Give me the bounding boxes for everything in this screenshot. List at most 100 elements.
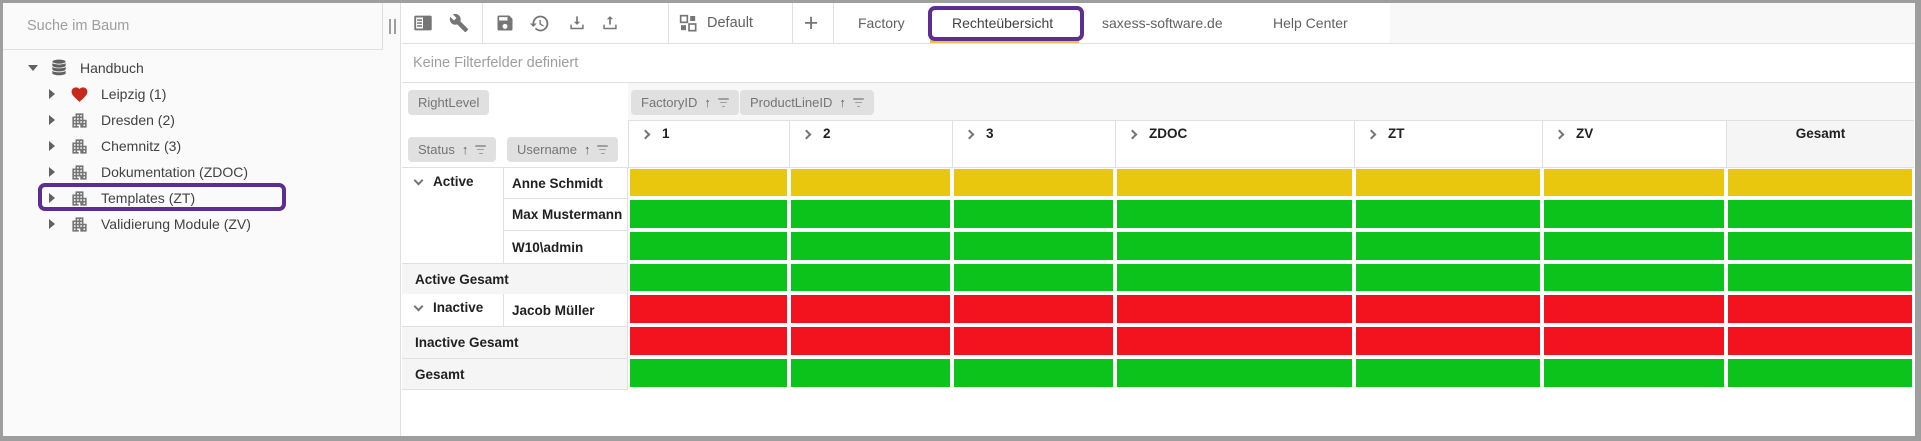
pivot-cell[interactable]	[1117, 232, 1352, 260]
row-header-w10-admin[interactable]: W10\admin	[504, 231, 628, 263]
pivot-cell[interactable]	[1728, 200, 1912, 228]
column-header-zt[interactable]: ZT	[1354, 121, 1542, 167]
field-chip-username[interactable]: Username ↑	[507, 137, 618, 162]
pivot-cell[interactable]	[1356, 200, 1540, 228]
row-group-active[interactable]: Active	[402, 168, 504, 263]
expand-icon[interactable]	[49, 141, 55, 151]
column-header-zv[interactable]: ZV	[1542, 121, 1726, 167]
pivot-cell[interactable]	[791, 232, 950, 260]
pivot-cell[interactable]	[1544, 295, 1724, 323]
pivot-cell[interactable]	[1117, 200, 1352, 228]
pivot-cell[interactable]	[954, 295, 1113, 323]
history-restore-button[interactable]	[526, 3, 552, 43]
expand-chevron-icon[interactable]	[1555, 130, 1565, 140]
tree-item-dresden[interactable]: Dresden (2)	[3, 107, 400, 133]
expand-chevron-icon[interactable]	[802, 130, 812, 140]
pivot-cell[interactable]	[791, 200, 950, 228]
tree-item-templates[interactable]: Templates (ZT)	[3, 185, 400, 211]
pivot-cell[interactable]	[1728, 264, 1912, 291]
expand-icon[interactable]	[49, 167, 55, 177]
expand-chevron-icon[interactable]	[1367, 130, 1377, 140]
pivot-cell[interactable]	[954, 200, 1113, 228]
pivot-cell[interactable]	[791, 169, 950, 196]
pivot-cell[interactable]	[791, 295, 950, 323]
panel-splitter-handle[interactable]	[384, 3, 400, 50]
pivot-cell[interactable]	[1356, 232, 1540, 260]
settings-wrench-button[interactable]	[446, 3, 472, 43]
collapse-chevron-icon[interactable]	[414, 302, 424, 312]
pivot-cell[interactable]	[1728, 359, 1912, 387]
filter-icon[interactable]	[475, 145, 486, 154]
add-tab-button[interactable]: +	[798, 3, 824, 43]
column-header-2[interactable]: 2	[789, 121, 952, 167]
expand-chevron-icon[interactable]	[641, 130, 651, 140]
save-button[interactable]	[492, 3, 518, 43]
filter-icon[interactable]	[597, 145, 608, 154]
pivot-cell[interactable]	[1544, 232, 1724, 260]
pivot-cell[interactable]	[1117, 295, 1352, 323]
pivot-cell[interactable]	[1117, 327, 1352, 355]
pivot-cell[interactable]	[1728, 232, 1912, 260]
tab-factory[interactable]: Factory	[858, 3, 905, 43]
column-header-1[interactable]: 1	[628, 121, 789, 167]
pivot-cell[interactable]	[954, 169, 1113, 196]
tree-item-dokumentation[interactable]: Dokumentation (ZDOC)	[3, 159, 400, 185]
column-header-zdoc[interactable]: ZDOC	[1115, 121, 1354, 167]
pivot-cell[interactable]	[1728, 295, 1912, 323]
pivot-cell[interactable]	[630, 232, 787, 260]
pivot-cell[interactable]	[1356, 327, 1540, 355]
pivot-cell[interactable]	[791, 327, 950, 355]
field-chip-status[interactable]: Status ↑	[408, 137, 496, 162]
pivot-cell[interactable]	[791, 264, 950, 291]
pivot-cell[interactable]	[1117, 359, 1352, 387]
expand-icon[interactable]	[49, 115, 55, 125]
row-header-jacob-mueller[interactable]: Jacob Müller	[504, 294, 628, 326]
pivot-cell[interactable]	[1544, 327, 1724, 355]
upload-button[interactable]	[597, 3, 623, 43]
column-header-3[interactable]: 3	[952, 121, 1115, 167]
search-input[interactable]	[3, 3, 382, 49]
pivot-cell[interactable]	[630, 200, 787, 228]
collapse-chevron-icon[interactable]	[414, 176, 424, 186]
tab-rechteuebersicht[interactable]: Rechteübersicht	[952, 3, 1053, 43]
pivot-cell[interactable]	[1544, 359, 1724, 387]
layout-selector-button[interactable]: Default	[678, 3, 753, 43]
row-header-max-mustermann[interactable]: Max Mustermann	[504, 199, 628, 231]
pivot-cell[interactable]	[954, 359, 1113, 387]
tab-saxess-software[interactable]: saxess-software.de	[1102, 3, 1223, 43]
pivot-cell[interactable]	[791, 359, 950, 387]
expand-icon[interactable]	[49, 219, 55, 229]
field-chip-productlineid[interactable]: ProductLineID ↑	[740, 90, 874, 115]
pivot-cell[interactable]	[1117, 264, 1352, 291]
field-chooser-button[interactable]	[410, 3, 436, 43]
pivot-cell[interactable]	[630, 169, 787, 196]
filter-icon[interactable]	[853, 98, 864, 107]
pivot-cell[interactable]	[1117, 169, 1352, 196]
collapse-icon[interactable]	[28, 65, 38, 71]
pivot-cell[interactable]	[630, 327, 787, 355]
pivot-cell[interactable]	[630, 295, 787, 323]
pivot-cell[interactable]	[1356, 169, 1540, 196]
row-group-inactive[interactable]: Inactive	[402, 294, 504, 326]
field-chip-factoryid[interactable]: FactoryID ↑	[631, 90, 739, 115]
download-button[interactable]	[564, 3, 590, 43]
tree-item-leipzig[interactable]: Leipzig (1)	[3, 81, 400, 107]
row-header-anne-schmidt[interactable]: Anne Schmidt	[504, 168, 628, 199]
pivot-cell[interactable]	[630, 359, 787, 387]
tree-item-chemnitz[interactable]: Chemnitz (3)	[3, 133, 400, 159]
pivot-cell[interactable]	[954, 264, 1113, 291]
pivot-cell[interactable]	[1356, 264, 1540, 291]
filter-icon[interactable]	[718, 98, 729, 107]
pivot-cell[interactable]	[1544, 200, 1724, 228]
pivot-cell[interactable]	[1728, 169, 1912, 196]
pivot-cell[interactable]	[954, 232, 1113, 260]
expand-chevron-icon[interactable]	[965, 130, 975, 140]
pivot-cell[interactable]	[954, 327, 1113, 355]
expand-chevron-icon[interactable]	[1128, 130, 1138, 140]
expand-icon[interactable]	[49, 193, 55, 203]
tree-item-validierung[interactable]: Validierung Module (ZV)	[3, 211, 400, 237]
pivot-cell[interactable]	[1728, 327, 1912, 355]
tree-item-handbuch[interactable]: Handbuch	[3, 55, 400, 81]
pivot-cell[interactable]	[1356, 295, 1540, 323]
pivot-cell[interactable]	[1544, 169, 1724, 196]
